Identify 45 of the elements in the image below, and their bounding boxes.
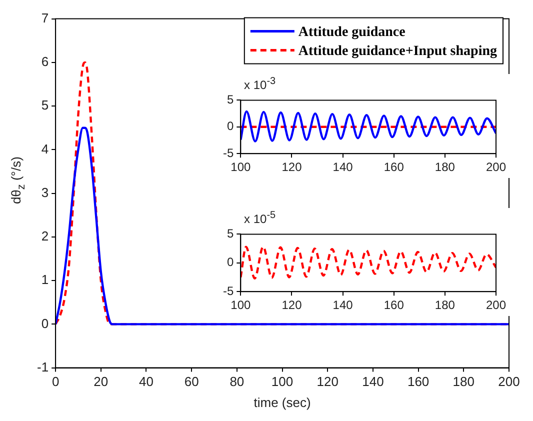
x-tick-label: 120 [282,298,302,312]
x-tick-label: 120 [316,374,338,390]
y-tick-label: -1 [36,359,49,374]
x-tick-label: 140 [332,160,354,174]
y-tick-label: 1 [41,272,49,288]
x-tick-label: 200 [486,298,506,312]
y-tick-label: 6 [41,54,49,70]
x-tick-label: 180 [434,160,456,174]
x-tick-label: 100 [230,160,251,174]
x-tick-label: 100 [230,298,251,312]
x-tick-label: 80 [230,374,244,390]
y-tick-label: 7 [41,10,49,26]
y-tick-label: 0 [226,255,234,270]
y-tick-label: -5 [223,284,234,298]
x-tick-label: 180 [434,298,456,312]
y-tick-label: 3 [41,184,49,200]
y-tick-label: 2 [41,228,49,244]
y-tick-label: 4 [41,141,49,156]
x-tick-label: 0 [52,374,60,390]
x-tick-label: 100 [271,374,294,390]
x-tick-label: 140 [362,374,384,390]
legend-label: Attitude guidance+Input shaping [298,44,498,59]
x-axis-title: time (sec) [254,394,311,410]
annotation: x 10$^{-5}$ [244,210,276,226]
x-tick-label: 160 [384,160,404,174]
x-tick-label: 140 [332,298,354,312]
x-tick-label: 200 [498,374,520,390]
line-series [240,110,496,142]
x-tick-label: 60 [184,374,199,390]
x-tick-label: 120 [282,160,302,174]
line-series [240,246,496,280]
y-tick-label: 5 [226,226,234,241]
x-tick-label: 40 [139,374,154,390]
legend-label: Attitude guidance [298,24,406,40]
x-tick-label: 160 [407,374,430,390]
y-tick-label: 5 [226,92,234,107]
annotation: x 10$^{-3}$ [244,76,276,92]
x-tick-label: 180 [452,374,475,390]
y-tick-label: -5 [223,146,234,160]
x-tick-label: 200 [486,160,506,174]
x-tick-label: 160 [384,298,404,312]
y-tick-label: 0 [226,119,234,134]
y-tick-label: 0 [41,316,49,331]
x-tick-label: 20 [94,374,108,390]
y-tick-label: 5 [41,98,49,113]
